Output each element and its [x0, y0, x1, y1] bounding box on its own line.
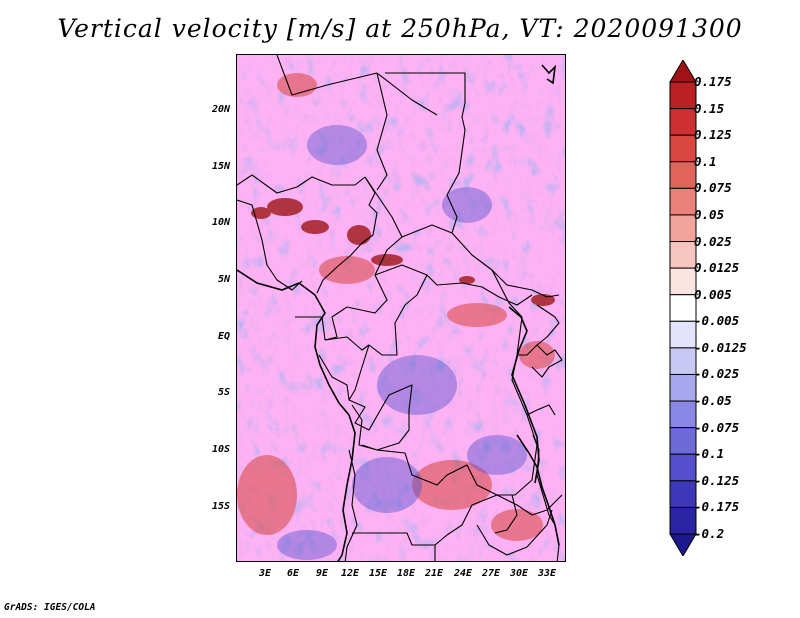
colorbar-label: 0.05	[694, 206, 725, 222]
colorbar	[669, 60, 697, 556]
colorbar-label: 0.005	[694, 286, 732, 302]
colorbar-segment	[669, 453, 697, 482]
colorbar-segment	[669, 241, 697, 269]
ascent-patches	[237, 73, 555, 541]
colorbar-label: -0.1	[694, 446, 725, 462]
colorbar-segment	[669, 294, 697, 322]
colorbar-label: 0.1	[694, 153, 717, 169]
colorbar-segment	[669, 347, 697, 375]
lon-label: 15E	[368, 568, 388, 579]
colorbar-label: 0.0125	[694, 260, 740, 276]
colorbar-label: -0.075	[694, 419, 740, 435]
colorbar-label: -0.0125	[694, 339, 747, 355]
lon-label: 21E	[424, 568, 444, 579]
colorbar-segment	[669, 267, 697, 296]
colorbar-bottom-arrow	[669, 533, 697, 556]
lat-label: 5S	[217, 387, 230, 398]
colorbar-label: 0.025	[694, 233, 732, 249]
footer-credit: GrADS: IGES/COLA	[4, 602, 96, 613]
colorbar-label: -0.005	[694, 313, 740, 329]
lon-label: 3E	[258, 568, 272, 579]
coastline	[237, 64, 560, 561]
lon-label: 24E	[453, 568, 473, 579]
map-panel	[236, 54, 566, 562]
lon-label: 18E	[396, 568, 416, 579]
lon-label: 30E	[509, 568, 529, 579]
lat-label: 15S	[211, 501, 230, 512]
lat-label: 5N	[217, 274, 230, 285]
colorbar-label: 0.125	[694, 127, 732, 143]
lon-label: 12E	[340, 568, 360, 579]
lat-label: EQ	[217, 331, 230, 342]
descent-patches	[277, 125, 527, 560]
colorbar-segment	[669, 108, 697, 136]
colorbar-segment	[669, 506, 697, 535]
colorbar-label: 0.15	[694, 100, 725, 116]
colorbar-label: -0.2	[694, 526, 725, 541]
colorbar-label: 0.175	[694, 74, 732, 89]
colorbar-segment	[669, 427, 697, 455]
chart-title: Vertical velocity [m/s] at 250hPa, VT: 2…	[57, 14, 743, 43]
lat-label: 10N	[211, 217, 230, 228]
colorbar-segment	[669, 134, 697, 163]
colorbar-label: 0.075	[694, 180, 732, 196]
map-canvas	[237, 55, 565, 561]
lat-label: 20N	[211, 104, 230, 115]
colorbar-segment	[669, 480, 697, 508]
colorbar-segment	[669, 373, 697, 402]
colorbar-label: -0.175	[694, 499, 740, 515]
colorbar-segment	[669, 187, 697, 216]
colorbar-segment	[669, 81, 697, 110]
strong-ascent-patches	[251, 198, 555, 306]
colorbar-segment	[669, 161, 697, 189]
colorbar-segment	[669, 400, 697, 429]
lat-label: 15N	[211, 161, 230, 172]
lon-label: 33E	[537, 568, 557, 579]
colorbar-label: -0.125	[694, 472, 740, 488]
lon-label: 6E	[286, 568, 300, 579]
colorbar-label: -0.025	[694, 366, 740, 382]
colorbar-top-arrow	[669, 60, 697, 83]
lat-label: 10S	[211, 444, 230, 455]
lon-label: 27E	[481, 568, 501, 579]
colorbar-label: -0.05	[694, 393, 732, 409]
country-borders	[237, 55, 563, 561]
colorbar-segment	[669, 320, 697, 349]
colorbar-segment	[669, 214, 697, 243]
lon-label: 9E	[315, 568, 329, 579]
